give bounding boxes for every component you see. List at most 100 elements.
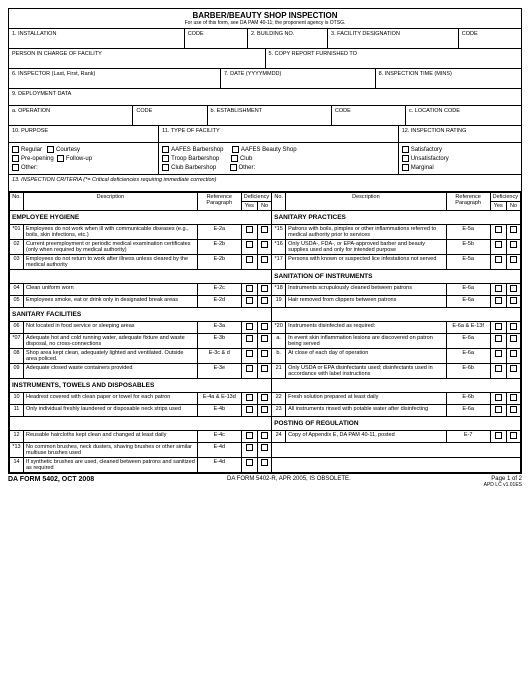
yes-checkbox[interactable] [241,443,257,458]
criteria-no: a. [272,334,286,349]
no-checkbox[interactable] [258,284,272,296]
yes-checkbox[interactable] [490,393,506,405]
yes-checkbox[interactable] [241,458,257,473]
yes-checkbox[interactable] [241,284,257,296]
no-checkbox[interactable] [506,334,520,349]
yes-checkbox[interactable] [241,334,257,349]
no-checkbox[interactable] [506,240,520,255]
yes-checkbox[interactable] [241,322,257,334]
criteria-ref: E-6a [446,334,490,349]
yes-checkbox[interactable] [490,334,506,349]
no-checkbox[interactable] [258,322,272,334]
inspector-field[interactable]: 6. INSPECTOR (Last, First, Rank) [9,69,221,88]
location-code-field[interactable]: c. LOCATION CODE [406,106,521,125]
yes-checkbox[interactable] [490,284,506,296]
operation-field[interactable]: a. OPERATION [9,106,133,125]
no-checkbox[interactable] [258,296,272,308]
no-checkbox[interactable] [506,364,520,379]
inspection-time-field[interactable]: 8. INSPECTION TIME (MINS) [376,69,521,88]
form-subtitle: For use of this form, see DA PAM 40-11; … [11,20,519,26]
no-checkbox[interactable] [258,225,272,240]
club-checkbox[interactable] [231,155,238,162]
yes-checkbox[interactable] [241,431,257,443]
yes-checkbox[interactable] [490,349,506,364]
no-checkbox[interactable] [258,240,272,255]
yes-checkbox[interactable] [241,364,257,379]
facility-designation-field[interactable]: 3. FACILITY DESIGNATION [328,29,459,48]
no-checkbox[interactable] [258,458,272,473]
no-checkbox[interactable] [506,405,520,417]
no-checkbox[interactable] [258,431,272,443]
code-b-field[interactable]: CODE [332,106,406,125]
other-facility-checkbox[interactable] [230,164,237,171]
criteria-row: 12 Reusable haircloths kept clean and ch… [10,431,521,443]
yes-checkbox[interactable] [490,364,506,379]
no-checkbox[interactable] [258,405,272,417]
yes-checkbox[interactable] [490,322,506,334]
unsatisfactory-checkbox[interactable] [402,155,409,162]
person-in-charge-field[interactable]: PERSON IN CHARGE OF FACILITY [9,49,266,68]
criteria-row: 10 Headrest covered with clean paper or … [10,393,521,405]
criteria-no: 12 [10,431,24,443]
club-barber-checkbox[interactable] [162,164,169,171]
code-a-field[interactable]: CODE [133,106,207,125]
criteria-no: 04 [10,284,24,296]
yes-checkbox[interactable] [241,296,257,308]
yes-checkbox[interactable] [241,240,257,255]
criteria-ref: E-4d [197,443,241,458]
other-purpose-checkbox[interactable] [12,164,19,171]
satisfactory-checkbox[interactable] [402,146,409,153]
criteria-desc: At close of each day of operation [286,349,446,364]
no-checkbox[interactable] [506,284,520,296]
criteria-row: 02 Current preemployment or periodic med… [10,240,521,255]
regular-checkbox[interactable] [12,146,19,153]
criteria-no: 24 [272,431,286,443]
installation-field[interactable]: 1. INSTALLATION [9,29,185,48]
establishment-field[interactable]: b. ESTABLISHMENT [208,106,332,125]
no-checkbox[interactable] [506,225,520,240]
criteria-no: *13 [10,443,24,458]
no-checkbox[interactable] [258,364,272,379]
no-checkbox[interactable] [506,431,520,443]
followup-checkbox[interactable] [57,155,64,162]
no-checkbox[interactable] [506,322,520,334]
aafes-barber-checkbox[interactable] [162,146,169,153]
no-checkbox[interactable] [258,443,272,458]
code2-field[interactable]: CODE [459,29,521,48]
yes-checkbox[interactable] [241,225,257,240]
code1-field[interactable]: CODE [185,29,248,48]
yes-checkbox[interactable] [490,240,506,255]
yes-checkbox[interactable] [490,405,506,417]
yes-checkbox[interactable] [490,225,506,240]
criteria-desc: All instruments rinsed with potable wate… [286,405,446,417]
aafes-beauty-checkbox[interactable] [232,146,239,153]
obsolete-notice: DA FORM 5402-R, APR 2005, IS OBSOLETE. [227,476,351,488]
criteria-ref: E-3e [197,364,241,379]
yes-checkbox[interactable] [241,255,257,270]
no-checkbox[interactable] [258,334,272,349]
courtesy-checkbox[interactable] [47,146,54,153]
preopening-checkbox[interactable] [12,155,19,162]
troop-checkbox[interactable] [162,155,169,162]
yes-checkbox[interactable] [490,296,506,308]
no-checkbox[interactable] [506,296,520,308]
yes-checkbox[interactable] [241,405,257,417]
yes-checkbox[interactable] [490,431,506,443]
yes-checkbox[interactable] [490,255,506,270]
no-checkbox[interactable] [506,393,520,405]
no-checkbox[interactable] [258,255,272,270]
criteria-ref: E-4c [197,431,241,443]
copy-report-field[interactable]: 5. COPY REPORT FURNISHED TO [266,49,522,68]
yes-checkbox[interactable] [241,393,257,405]
no-checkbox[interactable] [506,349,520,364]
no-checkbox[interactable] [258,349,272,364]
date-field[interactable]: 7. DATE (YYYYMMDD) [221,69,376,88]
yes-checkbox[interactable] [241,349,257,364]
criteria-desc: Fresh solution prepared at least daily [286,393,446,405]
criteria-no: 08 [10,349,24,364]
marginal-checkbox[interactable] [402,164,409,171]
no-checkbox[interactable] [258,393,272,405]
building-field[interactable]: 2. BUILDING NO. [248,29,328,48]
footer: DA FORM 5402, OCT 2008 DA FORM 5402-R, A… [8,474,522,488]
no-checkbox[interactable] [506,255,520,270]
